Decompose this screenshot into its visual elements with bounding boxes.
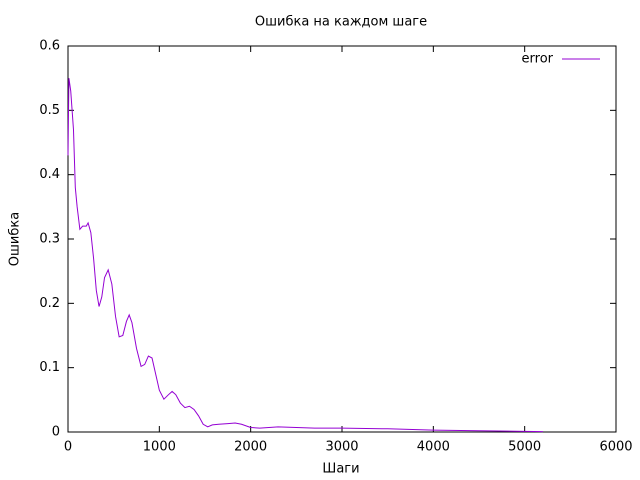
y-tick-label: 0.1 — [39, 360, 60, 375]
x-tick-label: 1000 — [143, 440, 176, 455]
chart-title: Ошибка на каждом шаге — [255, 15, 427, 30]
x-tick-label: 4000 — [417, 440, 450, 455]
y-tick-label: 0.6 — [39, 39, 60, 54]
y-tick-label: 0.3 — [39, 232, 60, 247]
x-axis-label: Шаги — [322, 462, 359, 477]
y-tick-label: 0.5 — [39, 103, 60, 118]
x-tick-label: 0 — [64, 440, 72, 455]
x-tick-label: 6000 — [599, 440, 632, 455]
x-tick-label: 5000 — [508, 440, 541, 455]
y-tick-label: 0.2 — [39, 296, 60, 311]
y-axis-label: Ошибка — [8, 212, 23, 266]
data-line — [67, 78, 543, 433]
x-tick-label: 2000 — [234, 440, 267, 455]
y-tick-label: 0.4 — [39, 167, 60, 182]
y-tick-label: 0 — [52, 425, 60, 440]
x-tick-label: 3000 — [325, 440, 358, 455]
legend-label: error — [522, 52, 554, 67]
